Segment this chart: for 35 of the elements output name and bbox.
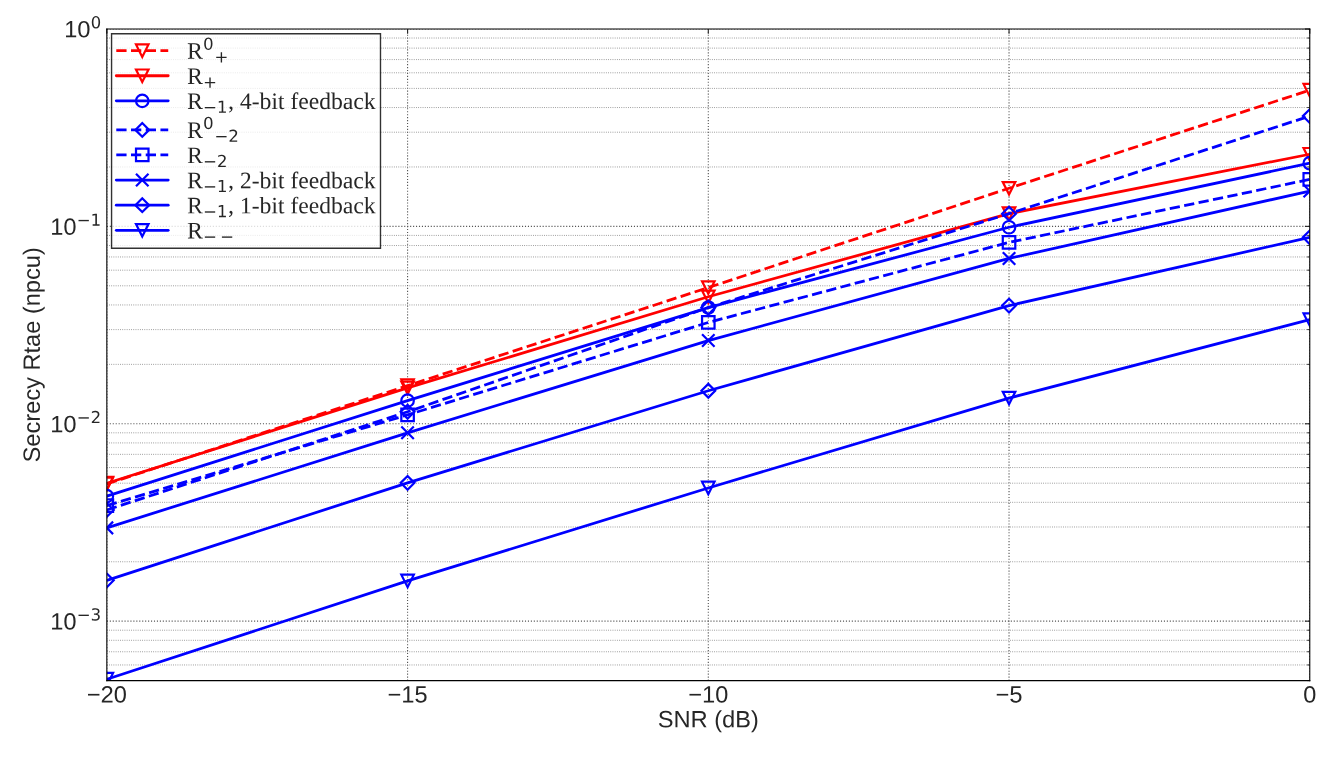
point [399,474,416,491]
legend-label: R$_{−1}$, 1-bit feedback [187,196,376,218]
x-axis-title: SNR (dB) [658,710,758,733]
legend-label: R$^{0}$$_{+}$ [187,37,227,63]
x-tick-label: 0 [1304,686,1316,703]
y-axis-title: Secrecy Rtae (npcu) [22,248,45,462]
point [400,425,415,441]
point [1001,219,1017,235]
point [700,289,716,305]
legend-label: R$^{0}$$_{−2}$ [187,116,238,142]
point [1001,390,1017,406]
point [400,573,415,589]
point [700,315,716,330]
point [400,393,415,408]
point [1001,180,1017,196]
point [1001,235,1017,250]
legend-label: R$_{−2}$ [187,147,226,167]
y-tick-label: 10$^{−3}$ [52,608,100,630]
x-tick-label: −15 [388,686,427,703]
x-tick-label: −5 [996,686,1022,703]
point [400,407,415,423]
point [1001,251,1017,266]
y-tick-label: 10$^{−1}$ [52,213,100,236]
point [700,333,716,348]
legend-label: R$_{+}$ [187,68,216,88]
point [700,382,717,399]
legend-label: R$_{−1}$, 4-bit feedback [187,92,376,113]
y-tick-label: 10$^{−2}$ [52,410,100,433]
y-tick-label: 10$^{0}$ [66,16,101,38]
legend-label: R$_{−−}$ [187,222,233,239]
x-tick-label: −10 [689,686,728,703]
legend-label: R$_{−1}$, 2-bit feedback [187,171,376,193]
point [700,480,716,496]
point [700,280,716,295]
x-tick-label: −20 [87,686,126,703]
